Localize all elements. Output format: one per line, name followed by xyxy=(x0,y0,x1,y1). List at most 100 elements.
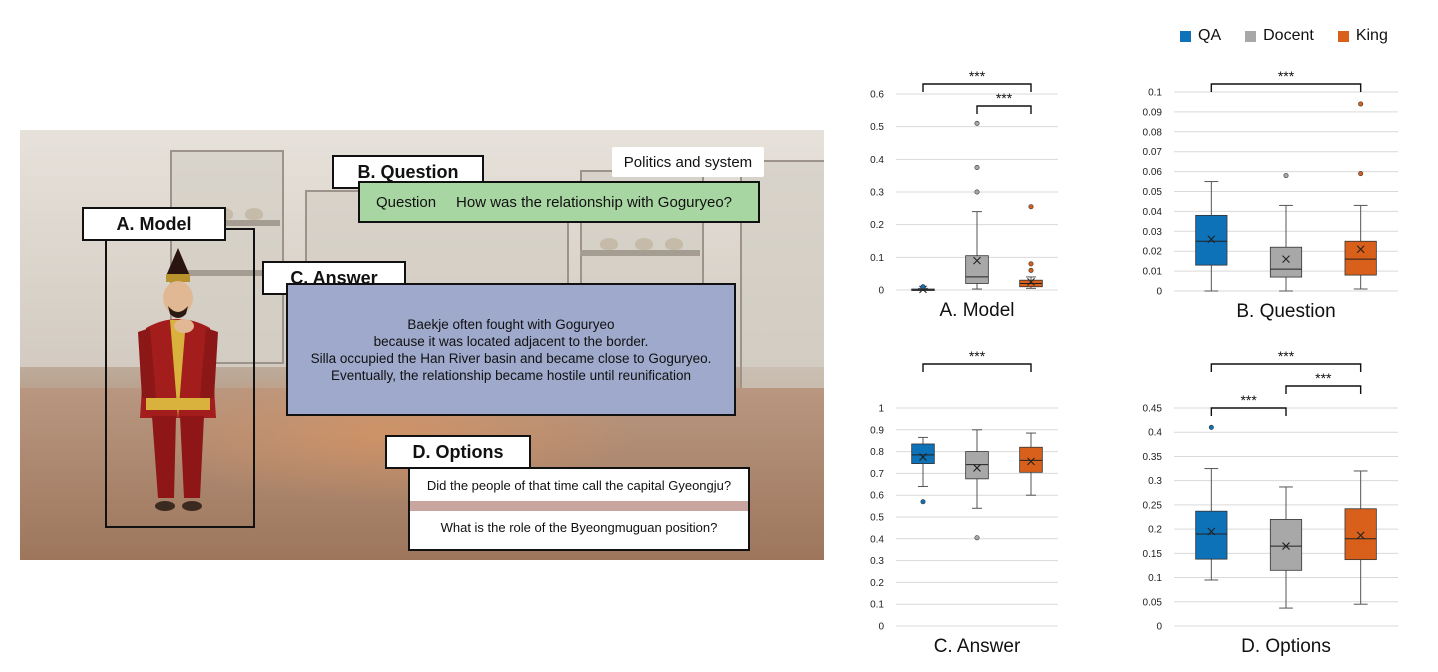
y-tick-label: 0.2 xyxy=(1148,525,1162,536)
y-tick-label: 0 xyxy=(878,286,884,297)
shelf xyxy=(580,250,700,256)
y-tick-label: 0.1 xyxy=(1148,573,1162,584)
significance-bracket xyxy=(1210,83,1362,92)
mean-marker xyxy=(1207,527,1216,536)
mean-marker xyxy=(1282,255,1290,264)
mean-marker xyxy=(1356,245,1365,254)
y-tick-label: 0.1 xyxy=(1148,88,1162,99)
significance-bracket xyxy=(922,83,1032,92)
y-tick-label: 0.08 xyxy=(1143,127,1163,138)
y-tick-label: 0 xyxy=(1156,287,1162,298)
y-tick-label: 0.02 xyxy=(1143,247,1163,258)
box-king xyxy=(1019,446,1043,473)
options-panel: Did the people of that time call the cap… xyxy=(408,467,750,551)
y-tick-label: 0.1 xyxy=(870,600,884,611)
y-tick-label: 0.2 xyxy=(870,578,884,589)
mean-marker xyxy=(1027,277,1035,286)
y-tick-label: 0 xyxy=(1156,622,1162,633)
pottery xyxy=(245,208,263,220)
y-tick-label: 0.5 xyxy=(870,513,884,524)
y-tick-label: 0.1 xyxy=(870,253,884,264)
outlier-point xyxy=(1283,173,1289,179)
mean-marker xyxy=(919,453,927,461)
y-tick-label: 0.25 xyxy=(1143,500,1163,511)
option-button-2[interactable]: What is the role of the Byeongmuguan pos… xyxy=(410,511,748,543)
y-tick-label: 0.05 xyxy=(1143,187,1163,198)
legend-label: Docent xyxy=(1263,27,1314,44)
y-tick-label: 0.04 xyxy=(1143,207,1163,218)
outlier-point xyxy=(1028,267,1034,273)
y-tick-label: 0.8 xyxy=(870,447,884,458)
y-tick-label: 0.07 xyxy=(1143,147,1163,158)
option-button-1[interactable]: Did the people of that time call the cap… xyxy=(410,469,748,501)
outlier-point xyxy=(974,165,980,171)
boxplot-answer: 0 0.1 0.2 0.3 0.4 0.5 0.6 0.7 0.8 0.9 1 *** C. Answe… xyxy=(870,348,1058,657)
y-tick-label: 0.05 xyxy=(1143,597,1163,608)
y-tick-label: 0.2 xyxy=(870,220,884,231)
significance-bracket xyxy=(922,363,1032,372)
chart-xlabel: C. Answer xyxy=(934,636,1021,657)
outlier-point xyxy=(974,189,980,195)
outlier-point xyxy=(1028,261,1034,267)
answer-line: Eventually, the relationship became host… xyxy=(331,367,691,383)
y-tick-label: 1 xyxy=(878,404,884,415)
y-tick-label: 0.35 xyxy=(1143,452,1163,463)
box-qa xyxy=(1195,510,1228,560)
legend-swatch xyxy=(1180,30,1191,42)
significance-label: *** xyxy=(969,348,986,364)
answer-line: because it was located adjacent to the b… xyxy=(373,333,649,349)
legend-swatch xyxy=(1337,30,1349,42)
y-tick-label: 0.3 xyxy=(870,188,884,199)
y-tick-label: 0.06 xyxy=(1143,167,1163,178)
pottery xyxy=(665,238,683,250)
chart-legend: QA Docent King xyxy=(1180,27,1388,45)
mean-marker xyxy=(1027,457,1035,466)
significance-bracket xyxy=(976,105,1032,114)
y-tick-label: 0.4 xyxy=(870,534,884,545)
pottery xyxy=(600,238,618,250)
box-qa xyxy=(1195,214,1228,266)
chart-xlabel: B. Question xyxy=(1236,301,1335,322)
outlier-point xyxy=(1028,204,1034,210)
chart-xlabel: D. Options xyxy=(1241,636,1331,657)
king-avatar[interactable] xyxy=(128,248,228,518)
question-prefix: Question xyxy=(376,193,437,211)
legend-item-king: King xyxy=(1337,27,1388,45)
box-king xyxy=(1344,240,1377,276)
box-docent xyxy=(1269,519,1303,571)
legend-label: King xyxy=(1355,27,1388,44)
mean-marker xyxy=(1282,542,1290,550)
legend-item-qa: QA xyxy=(1180,27,1221,45)
y-tick-label: 0.09 xyxy=(1143,107,1163,118)
significance-label: *** xyxy=(1240,392,1257,408)
question-bar[interactable]: Question How was the relationship with G… xyxy=(358,181,760,223)
model-label: A. Model xyxy=(82,207,226,241)
legend-item-docent: Docent xyxy=(1245,27,1314,45)
museum-scene: A. Model B. Question Politics and system… xyxy=(20,130,824,560)
y-tick-label: 0.5 xyxy=(870,122,884,133)
boxplot-question: 0 0.01 0.02 0.03 0.04 0.05 0.06 0.07 0.08 0.09 0.1… xyxy=(1143,68,1398,322)
outlier-point xyxy=(920,284,926,290)
significance-label: *** xyxy=(1278,68,1295,84)
y-tick-label: 0.6 xyxy=(870,90,884,101)
box-docent xyxy=(1269,246,1303,278)
outlier-point xyxy=(1208,424,1214,430)
topic-badge[interactable]: Politics and system xyxy=(612,147,764,177)
y-tick-label: 0.4 xyxy=(1148,428,1162,439)
y-tick-label: 0.3 xyxy=(870,556,884,567)
y-tick-label: 0.6 xyxy=(870,491,884,502)
outlier-point xyxy=(974,535,980,541)
y-tick-label: 0.03 xyxy=(1143,227,1163,238)
y-tick-label: 0.15 xyxy=(1143,549,1163,560)
significance-label: *** xyxy=(1315,370,1332,386)
y-tick-label: 0 xyxy=(878,622,884,633)
outlier-point xyxy=(1358,171,1364,177)
box-king xyxy=(1344,508,1377,561)
significance-label: *** xyxy=(996,90,1013,106)
significance-bracket xyxy=(1210,363,1362,372)
question-text: How was the relationship with Goguryeo? xyxy=(456,193,733,211)
answer-panel: Baekje often fought with Goguryeo becaus… xyxy=(286,283,736,416)
y-tick-label: 0.4 xyxy=(870,155,884,166)
significance-bracket xyxy=(1210,407,1287,416)
outlier-point xyxy=(920,499,926,505)
